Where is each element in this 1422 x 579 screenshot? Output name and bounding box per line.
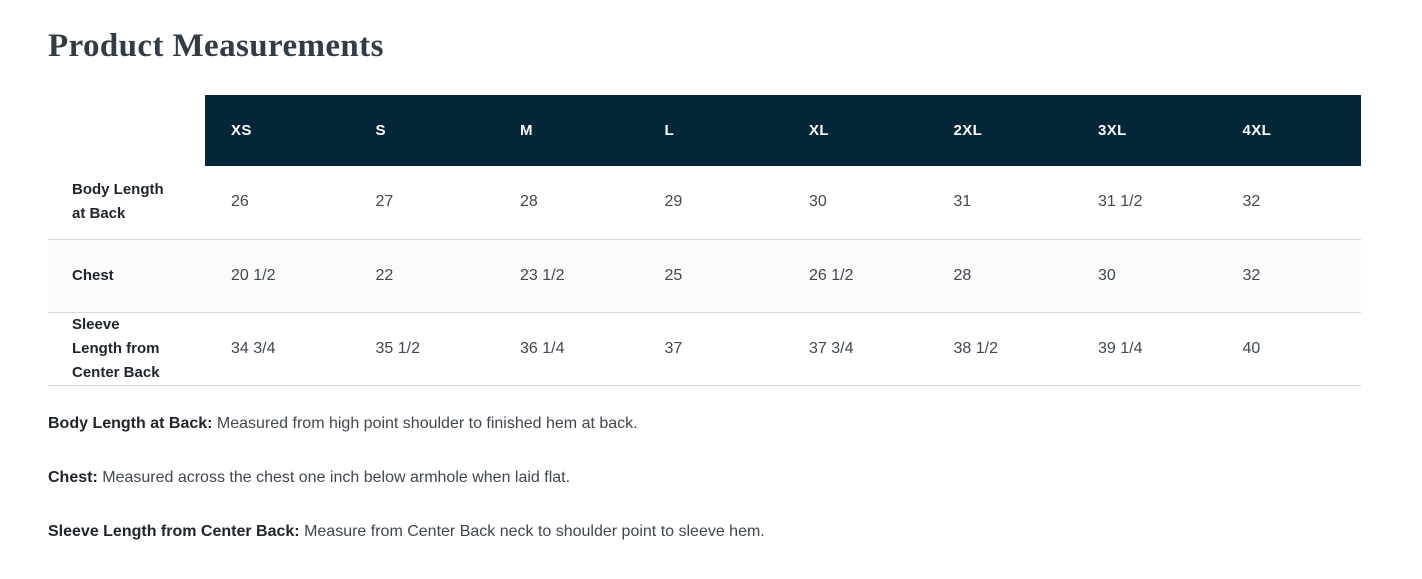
table-row-body-length: Body Length at Back 26 27 28 29 30 31 31… <box>48 166 1361 240</box>
row-label-chest: Chest <box>48 239 205 313</box>
row-label-body-length: Body Length at Back <box>48 166 205 240</box>
definition-text: Measured across the chest one inch below… <box>102 468 571 486</box>
measurement-cell: 25 <box>638 239 783 313</box>
measurement-cell: 26 1/2 <box>783 239 928 313</box>
row-label-text: Sleeve Length from Center Back <box>72 315 160 381</box>
measurement-cell: 38 1/2 <box>927 312 1072 386</box>
definition-text: Measured from high point shoulder to fin… <box>216 414 638 432</box>
size-column-header-m: M <box>494 95 639 166</box>
measurement-cell: 30 <box>783 166 928 240</box>
measurement-cell: 31 1/2 <box>1072 166 1217 240</box>
size-column-header-3xl: 3XL <box>1072 95 1217 166</box>
measurement-cell: 28 <box>494 166 639 240</box>
definition-term: Body Length at Back: <box>48 414 213 432</box>
measurement-cell: 37 <box>638 312 783 386</box>
measurement-cell: 20 1/2 <box>205 239 350 313</box>
page-title: Product Measurements <box>48 28 384 64</box>
measurement-cell: 35 1/2 <box>349 312 494 386</box>
size-column-header-l: L <box>638 95 783 166</box>
table-corner-spacer <box>48 95 205 166</box>
row-label-sleeve-length: Sleeve Length from Center Back <box>48 312 205 386</box>
size-chart-table: XS S M L XL 2XL 3XL 4XL Body Length at B… <box>48 95 1361 386</box>
table-row-chest: Chest 20 1/2 22 23 1/2 25 26 1/2 28 30 3… <box>48 239 1361 313</box>
measurement-cell: 28 <box>927 239 1072 313</box>
measurement-cell: 32 <box>1216 166 1361 240</box>
definition-term: Chest: <box>48 468 98 486</box>
measurement-cell: 26 <box>205 166 350 240</box>
measurement-cell: 29 <box>638 166 783 240</box>
size-header-row: XS S M L XL 2XL 3XL 4XL <box>48 95 1361 166</box>
size-column-header-xl: XL <box>783 95 928 166</box>
measurement-cell: 31 <box>927 166 1072 240</box>
definition-chest: Chest: Measured across the chest one inc… <box>48 467 1361 488</box>
row-label-text: Chest <box>72 266 114 284</box>
measurement-cell: 22 <box>349 239 494 313</box>
size-column-header-s: S <box>349 95 494 166</box>
table-row-sleeve-length: Sleeve Length from Center Back 34 3/4 35… <box>48 312 1361 386</box>
definition-term: Sleeve Length from Center Back: <box>48 522 300 540</box>
size-column-header-4xl: 4XL <box>1216 95 1361 166</box>
measurement-definitions: Body Length at Back: Measured from high … <box>48 413 1361 542</box>
measurement-cell: 39 1/4 <box>1072 312 1217 386</box>
measurement-cell: 34 3/4 <box>205 312 350 386</box>
measurement-cell: 32 <box>1216 239 1361 313</box>
measurement-cell: 37 3/4 <box>783 312 928 386</box>
size-column-header-xs: XS <box>205 95 350 166</box>
measurement-cell: 30 <box>1072 239 1217 313</box>
row-label-text: Body Length at Back <box>72 181 164 223</box>
size-column-header-2xl: 2XL <box>927 95 1072 166</box>
definition-text: Measure from Center Back neck to shoulde… <box>304 522 765 540</box>
measurement-cell: 27 <box>349 166 494 240</box>
definition-sleeve-length: Sleeve Length from Center Back: Measure … <box>48 521 1361 542</box>
measurement-cell: 23 1/2 <box>494 239 639 313</box>
definition-body-length: Body Length at Back: Measured from high … <box>48 413 1361 434</box>
measurement-cell: 36 1/4 <box>494 312 639 386</box>
product-measurements-section: Product Measurements XS S M L XL 2XL 3XL… <box>48 28 1361 542</box>
measurement-cell: 40 <box>1216 312 1361 386</box>
